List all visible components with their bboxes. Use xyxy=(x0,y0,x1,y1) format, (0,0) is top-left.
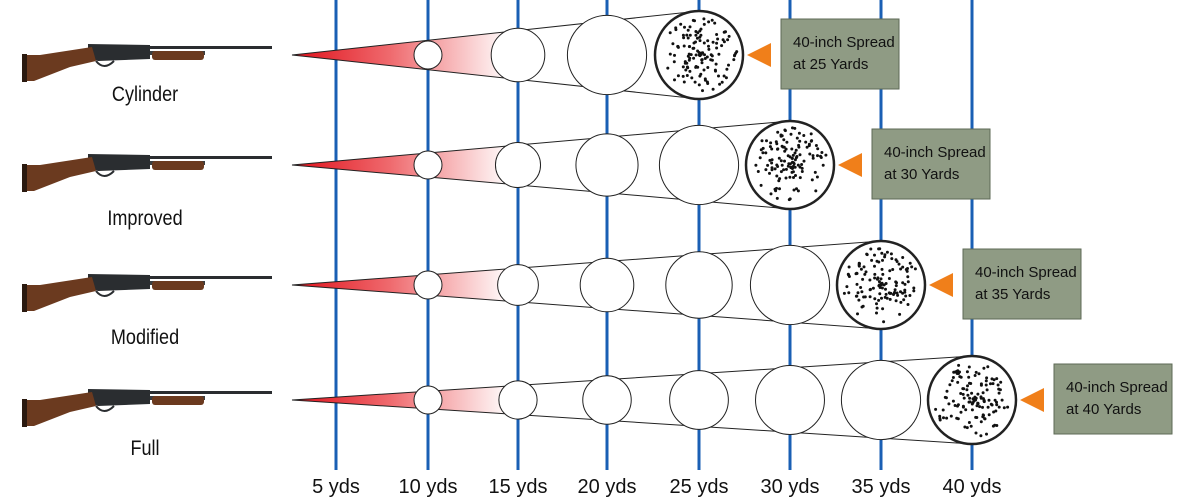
yard-axis: 5 yds 10 yds 15 yds 20 yds 25 yds 30 yds 35 yd… xyxy=(312,476,1001,498)
callout-line-1: 40-inch Spread xyxy=(793,34,895,51)
spread-circle xyxy=(497,264,539,306)
spread-callout xyxy=(871,128,991,200)
triangle-arrow-icon xyxy=(929,273,953,297)
choke-row-full: Full 40-inch Spread at 40 Yards xyxy=(22,354,1173,461)
shotgun-icon xyxy=(22,44,272,82)
pellet-pattern xyxy=(934,363,1010,438)
spread-circle xyxy=(755,365,825,435)
yard-label: 20 yds xyxy=(578,476,637,498)
spread-callout xyxy=(780,18,900,90)
choke-row-improved: Improved 40-inch Spread at 30 Yards xyxy=(22,119,991,231)
choke-rows: Cylinder 40-inch Spread at 25 Yards Improve… xyxy=(22,9,1173,461)
spread-circle xyxy=(566,14,648,96)
shotgun-icon xyxy=(22,389,272,427)
spread-callout xyxy=(962,248,1082,320)
yard-label: 25 yds xyxy=(670,476,729,498)
callout-line-2: at 25 Yards xyxy=(793,56,868,73)
choke-name-label: Modified xyxy=(111,326,179,350)
choke-row-modified: Modified 40-inch Spread at 35 Yards xyxy=(22,239,1082,350)
callout-line-2: at 30 Yards xyxy=(884,166,959,183)
spread-circle xyxy=(413,150,443,180)
callout-line-1: 40-inch Spread xyxy=(975,264,1077,281)
yard-label: 30 yds xyxy=(761,476,820,498)
choke-name-label: Improved xyxy=(107,207,182,231)
callout-line-1: 40-inch Spread xyxy=(1066,379,1168,396)
spread-circle xyxy=(665,251,733,319)
choke-row-cylinder: Cylinder 40-inch Spread at 25 Yards xyxy=(22,9,900,107)
spread-callout xyxy=(1053,363,1173,435)
pellet-pattern xyxy=(754,126,828,202)
spread-circle xyxy=(669,370,729,430)
shotgun-icon xyxy=(22,154,272,192)
shotgun-icon xyxy=(22,274,272,312)
yard-label: 10 yds xyxy=(399,476,458,498)
callout-line-1: 40-inch Spread xyxy=(884,144,986,161)
spread-circle xyxy=(749,244,831,326)
choke-name-label: Full xyxy=(130,437,159,461)
yard-label: 40 yds xyxy=(943,476,1002,498)
spread-circle xyxy=(413,40,443,70)
pellet-pattern xyxy=(666,17,739,93)
callout-line-2: at 35 Yards xyxy=(975,286,1050,303)
pattern-target xyxy=(926,354,1018,446)
yard-label: 5 yds xyxy=(312,476,360,498)
pellet-pattern xyxy=(842,247,917,324)
spread-circle xyxy=(413,385,443,415)
triangle-arrow-icon xyxy=(1020,388,1044,412)
yard-label: 15 yds xyxy=(489,476,548,498)
spread-circle xyxy=(413,270,443,300)
spread-circle xyxy=(840,359,922,441)
spread-circle xyxy=(575,133,639,197)
spread-circle xyxy=(498,380,538,420)
choke-name-label: Cylinder xyxy=(112,83,179,107)
triangle-arrow-icon xyxy=(747,43,771,67)
spread-circle xyxy=(579,257,635,313)
callout-line-2: at 40 Yards xyxy=(1066,401,1141,418)
spread-circle xyxy=(658,124,740,206)
spread-circle xyxy=(582,375,632,425)
yard-label: 35 yds xyxy=(852,476,911,498)
spread-circle xyxy=(494,141,542,189)
triangle-arrow-icon xyxy=(838,153,862,177)
spread-circle xyxy=(490,27,546,83)
